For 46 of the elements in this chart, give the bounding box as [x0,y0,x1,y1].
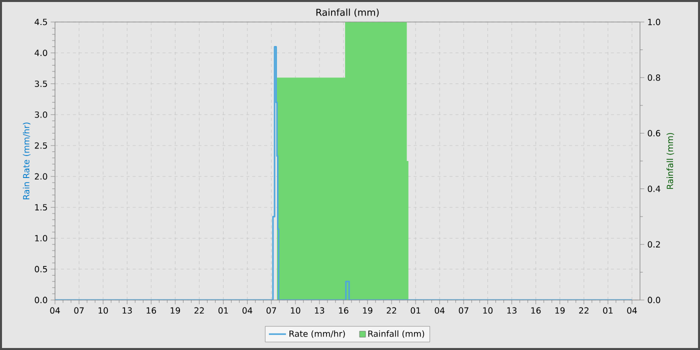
y-tick-label: 0.5 [34,266,47,272]
x-tick-label: 13 [507,307,516,314]
x-tick-label: 13 [315,307,324,314]
y2-tick-label: 0.6 [648,130,660,136]
y-axis-title: Rain Rate (mm/hr) [22,122,30,200]
y2-tick-label: 0.2 [648,241,660,248]
x-tick-label: 01 [603,307,613,314]
x-tick-label: 19 [170,307,180,314]
x-tick-label: 04 [627,307,637,314]
y-tick-label: 2.0 [34,173,48,180]
y-tick-label: 4.0 [34,50,48,56]
x-tick-label: 01 [410,307,420,314]
x-tick-label: 16 [146,307,156,314]
y-tick-label: 3.0 [34,111,48,118]
y-tick-label: 1.0 [35,235,48,242]
y2-tick-label: 0.8 [648,74,660,81]
x-tick-label: 10 [483,307,493,314]
x-tick-label: 04 [50,307,60,314]
x-tick-label: 19 [555,307,565,314]
x-tick-label: 04 [242,307,252,314]
x-tick-label: 04 [434,307,445,314]
y-tick-label: 4.5 [34,18,47,26]
x-tick-label: 10 [290,307,300,314]
legend-label: Rate (mm/hr) [290,330,345,338]
legend-label: Rainfall (mm) [368,330,424,338]
chart-title: Rainfall (mm) [316,8,379,18]
x-tick-label: 07 [74,307,84,314]
x-tick-label: 22 [579,307,588,314]
x-tick-label: 07 [458,307,468,314]
x-tick-label: 10 [98,307,108,314]
y2-tick-label: 0.0 [648,296,660,304]
y-tick-label: 3.5 [34,80,47,87]
y2-tick-label: 1.0 [648,18,660,26]
x-tick-label: 22 [386,307,396,314]
x-tick-label: 13 [122,307,132,314]
y2-axis-title: Rainfall (mm) [666,133,674,189]
y2-tick-label: 0.4 [648,186,660,192]
x-tick-label: 22 [194,307,204,314]
x-tick-label: 16 [531,307,541,314]
x-tick-label: 19 [363,307,372,314]
x-tick-label: 07 [266,307,276,314]
y-tick-label: 1.5 [35,204,47,210]
x-tick-label: 01 [218,307,228,314]
y-tick-label: 0.0 [34,296,48,304]
y-tick-label: 2.5 [34,142,47,149]
x-tick-label: 16 [339,307,348,314]
